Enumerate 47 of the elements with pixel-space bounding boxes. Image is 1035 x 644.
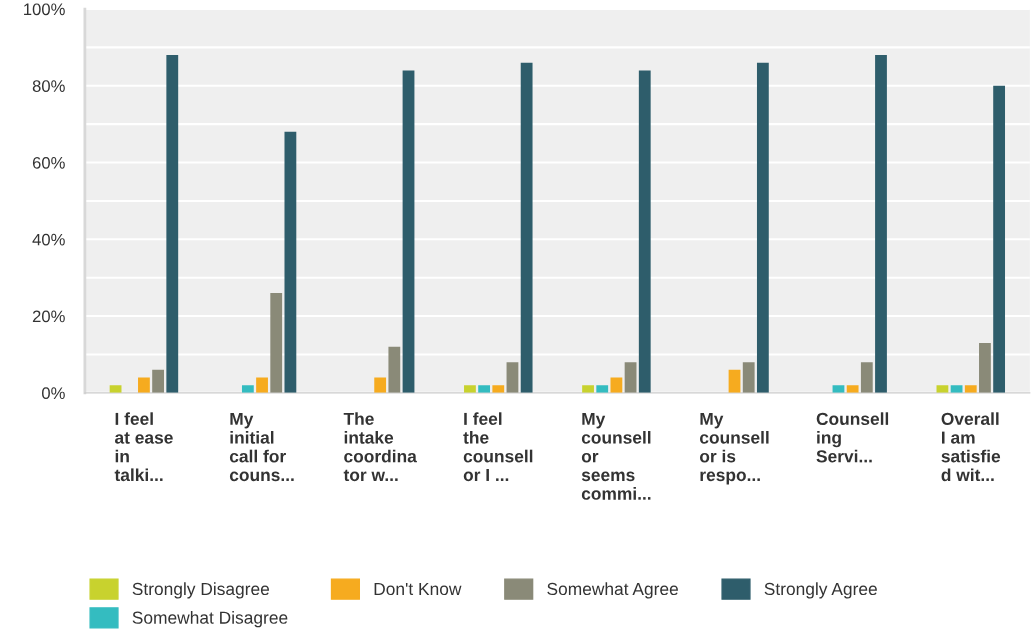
bar: [388, 346, 401, 393]
legend-label: Don't Know: [374, 582, 462, 596]
y-tick-label: 20%: [32, 310, 65, 323]
bar: [374, 377, 387, 393]
x-tick-label: Counsell ing Servi...: [816, 412, 889, 463]
bar: [478, 385, 491, 393]
bar: [284, 131, 297, 393]
bar: [964, 385, 977, 393]
y-tick-label: 100%: [24, 3, 65, 16]
x-tick-label: I feel at ease in talki...: [114, 412, 173, 482]
bar: [979, 342, 991, 393]
legend-label: Strongly Agree: [764, 582, 877, 599]
legend-label: Strongly Disagree: [132, 582, 270, 599]
x-tick-label: I feel the counsell or I ...: [463, 412, 533, 482]
bar: [846, 385, 859, 393]
bar: [138, 377, 150, 393]
bar: [464, 385, 476, 393]
y-tick-label: 60%: [32, 156, 65, 169]
bar: [166, 55, 179, 393]
bar: [256, 377, 268, 393]
bar: [520, 62, 533, 393]
bar: [582, 385, 594, 393]
bar: [742, 362, 755, 393]
bar: [860, 362, 873, 393]
bar: [596, 385, 609, 393]
x-tick-label: My counsell or seems commi...: [581, 412, 651, 500]
x-tick-label: My counsell or is respo...: [699, 412, 769, 485]
x-tick-label: Overall I am satisfie d wit...: [941, 412, 1001, 482]
x-tick-label: The intake coordina tor w...: [343, 412, 417, 482]
y-tick-label: 0%: [41, 387, 65, 400]
bar: [756, 62, 769, 393]
y-tick-label: 40%: [32, 233, 65, 246]
y-tick-label: 80%: [32, 80, 65, 92]
bar: [624, 362, 637, 393]
bar: [506, 362, 519, 393]
bar: [492, 385, 505, 393]
bar: [875, 55, 887, 393]
bar: [610, 377, 623, 393]
x-tick-label: My initial call for couns...: [229, 412, 294, 482]
bar: [241, 385, 254, 393]
bar: [152, 369, 165, 393]
bar: [402, 70, 415, 393]
bar: [638, 70, 651, 393]
legend-label: Somewhat Agree: [547, 582, 678, 599]
legend-label: Somewhat Disagree: [132, 611, 288, 628]
bar: [993, 85, 1006, 393]
bar: [270, 293, 283, 393]
